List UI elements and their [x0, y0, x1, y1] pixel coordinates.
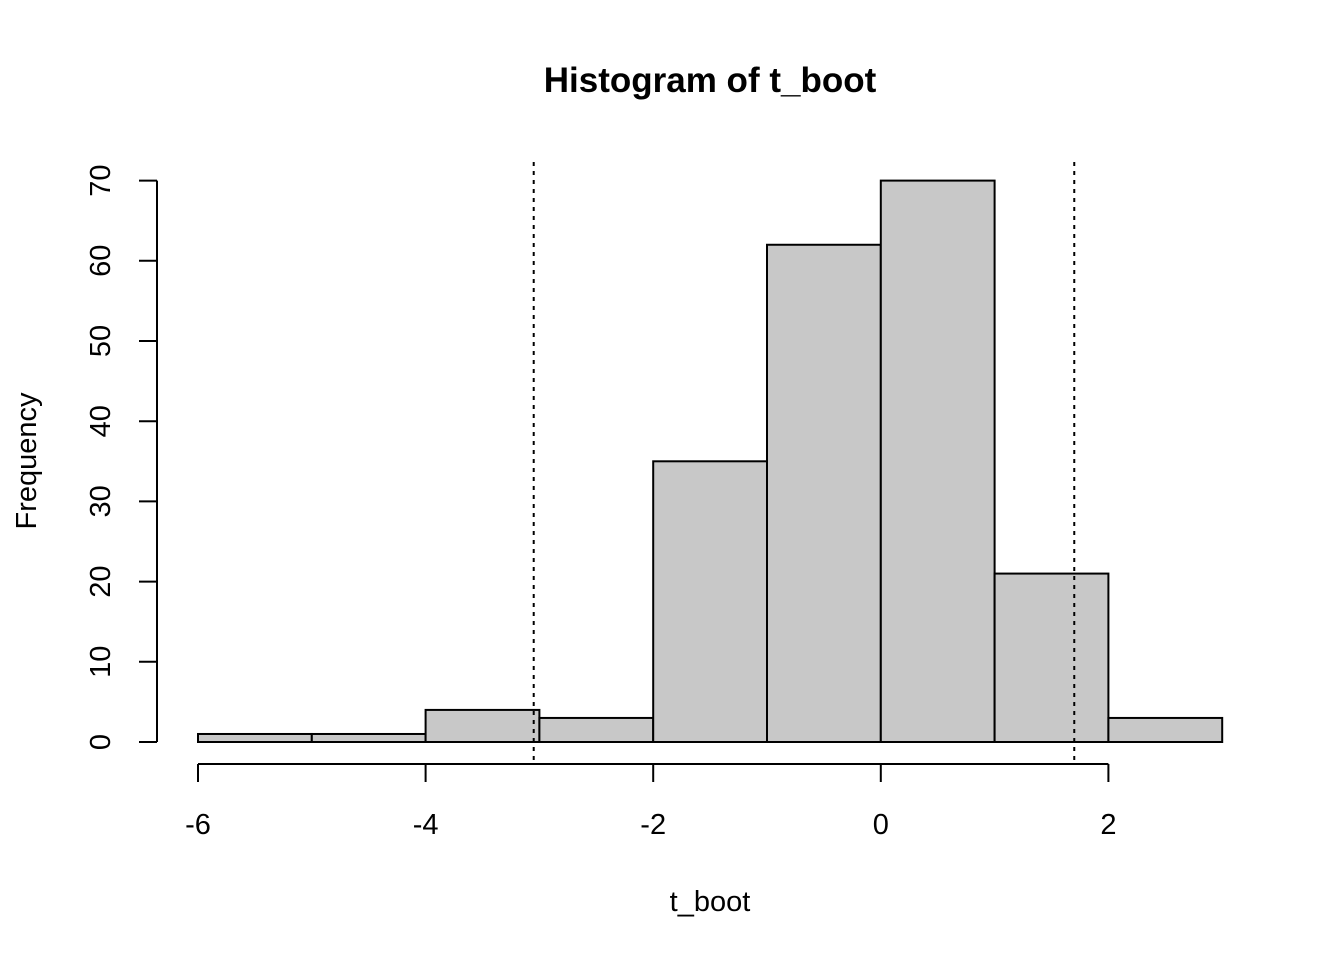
x-tick-label-2: -2 — [640, 809, 666, 841]
x-tick-label-1: -4 — [413, 809, 439, 841]
x-tick-label-3: 0 — [873, 809, 889, 841]
y-axis-label: Frequency — [11, 392, 43, 530]
histogram-bar-2 — [424, 708, 541, 743]
histogram-bar-7 — [993, 572, 1110, 744]
x-axis-label: t_boot — [670, 886, 751, 918]
y-tick-label-3: 30 — [85, 485, 117, 517]
histogram-bar-1 — [310, 732, 427, 743]
y-tick-label-7: 70 — [85, 164, 117, 196]
histogram-bar-6 — [879, 179, 996, 744]
y-axis: 0 10 20 30 40 50 60 70 — [85, 164, 158, 750]
chart-title: Histogram of t_boot — [544, 61, 877, 100]
x-tick-label-0: -6 — [185, 809, 211, 841]
y-tick-label-5: 50 — [85, 325, 117, 357]
histogram-bar-3 — [538, 716, 655, 744]
x-tick-label-4: 2 — [1100, 809, 1116, 841]
y-tick-label-1: 10 — [85, 646, 117, 678]
bars-group — [197, 179, 1224, 744]
histogram-bar-4 — [652, 460, 769, 743]
x-axis: -6 -4 -2 0 2 — [185, 763, 1116, 841]
histogram-bar-5 — [766, 243, 882, 743]
histogram-bar-0 — [197, 732, 313, 743]
y-tick-label-0: 0 — [85, 734, 117, 750]
y-tick-label-4: 40 — [85, 405, 117, 437]
histogram-bar-8 — [1107, 716, 1224, 744]
y-tick-label-2: 20 — [85, 565, 117, 597]
reference-lines-group — [532, 162, 1076, 765]
y-tick-label-6: 60 — [85, 245, 117, 277]
